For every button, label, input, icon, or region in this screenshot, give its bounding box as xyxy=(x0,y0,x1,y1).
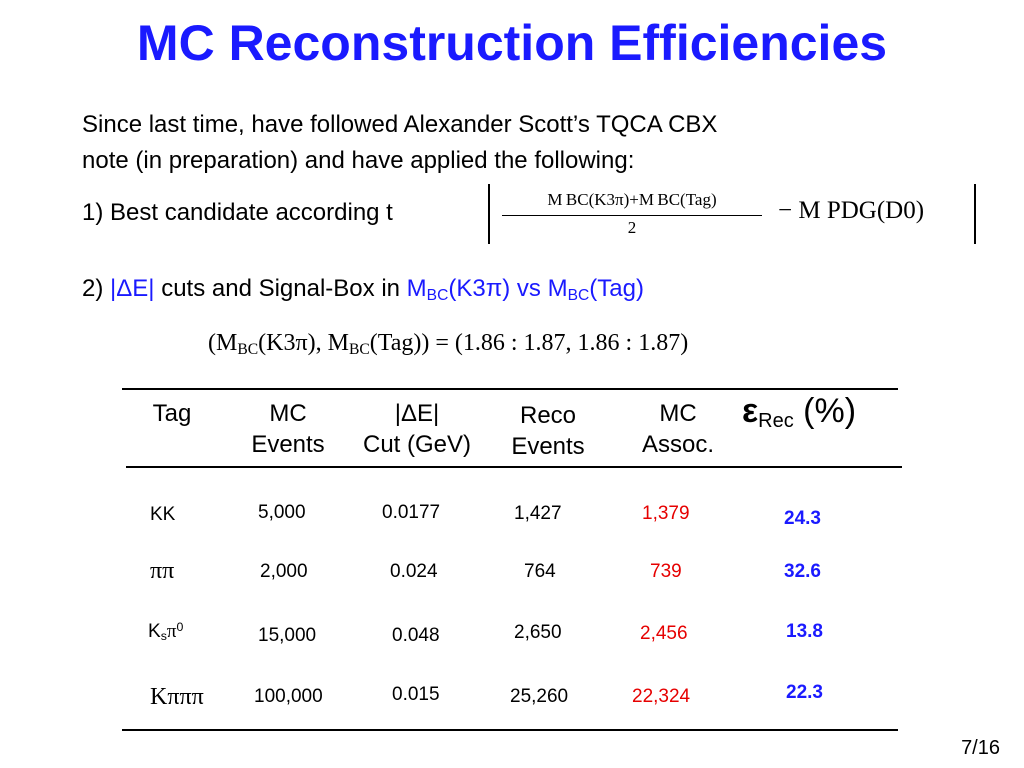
abs-bar-right xyxy=(974,184,976,244)
row-pipi-tag: ππ xyxy=(150,558,175,584)
row-kpipipi-mc-events: 100,000 xyxy=(254,686,323,707)
row-kpipipi-de-cut: 0.015 xyxy=(392,684,440,705)
row-kpipipi-efficiency: 22.3 xyxy=(786,682,823,703)
row-kspi0-efficiency: 13.8 xyxy=(786,621,823,642)
row-kk-tag: KK xyxy=(150,504,176,525)
row-kspi0-mc-events: 15,000 xyxy=(258,625,317,646)
row-pipi-efficiency: 32.6 xyxy=(784,561,821,582)
row-kpipipi-assoc: 22,324 xyxy=(632,686,691,707)
header-de-cut: |ΔE| Cut (GeV) xyxy=(362,400,472,458)
eq-numerator: M BC(K3π)+M BC(Tag) xyxy=(547,190,717,209)
header-reco-events: Reco Events xyxy=(511,402,585,460)
item-2: 2) |ΔE| cuts and Signal-Box in MBC(K3π) … xyxy=(82,275,644,303)
row-kk-reco: 1,427 xyxy=(514,503,562,524)
row-pipi-mc-events: 2,000 xyxy=(260,561,308,582)
row-pipi-reco: 764 xyxy=(524,561,556,582)
row-kspi0-tag: Ksπ0 xyxy=(148,619,184,644)
table-top-rule xyxy=(122,388,898,390)
item-2-mbc-k3pi: MBC(K3π) vs MBC(Tag) xyxy=(406,275,644,304)
row-kpipipi-reco: 25,260 xyxy=(510,686,569,707)
row-kspi0-de-cut: 0.048 xyxy=(392,625,440,646)
header-efficiency: εRec (%) xyxy=(742,392,857,432)
item-1-text: 1) Best candidate according t xyxy=(82,199,393,226)
page-number: 7/16 xyxy=(961,737,1000,759)
row-pipi-de-cut: 0.024 xyxy=(390,561,438,582)
item-2-middle: cuts and Signal-Box in xyxy=(154,275,407,302)
best-candidate-equation: M BC(K3π)+M BC(Tag) 2 − M PDG(D0) xyxy=(488,184,976,246)
table-header-rule xyxy=(126,466,902,468)
intro-line-2: note (in preparation) and have applied t… xyxy=(82,147,635,174)
row-kspi0-assoc: 2,456 xyxy=(640,623,688,644)
header-mc-events: MC Events xyxy=(251,400,325,458)
row-kpipipi-tag: Kπππ xyxy=(150,684,204,710)
header-tag: Tag xyxy=(152,400,192,427)
row-kk-de-cut: 0.0177 xyxy=(382,502,441,523)
table-bottom-rule xyxy=(122,729,898,731)
row-kspi0-reco: 2,650 xyxy=(514,622,562,643)
slide-title: MC Reconstruction Efficiencies xyxy=(136,15,888,71)
abs-bar-left xyxy=(488,184,490,244)
row-pipi-assoc: 739 xyxy=(650,561,682,582)
header-mc-assoc: MC Assoc. xyxy=(641,400,715,458)
row-kk-mc-events: 5,000 xyxy=(258,502,306,523)
signal-box-equation: (MBC(K3π), MBC(Tag)) = (1.86 : 1.87, 1.8… xyxy=(208,330,689,358)
item-2-prefix: 2) xyxy=(82,275,111,302)
intro-line-1: Since last time, have followed Alexander… xyxy=(82,111,718,138)
row-kk-assoc: 1,379 xyxy=(642,503,690,524)
eq-minus-mpdg: − M PDG(D0) xyxy=(778,197,925,224)
fraction-line xyxy=(502,215,762,216)
eq-denominator: 2 xyxy=(627,218,637,237)
item-2-delta-e: |ΔE| xyxy=(110,275,155,302)
row-kk-efficiency: 24.3 xyxy=(784,508,821,529)
